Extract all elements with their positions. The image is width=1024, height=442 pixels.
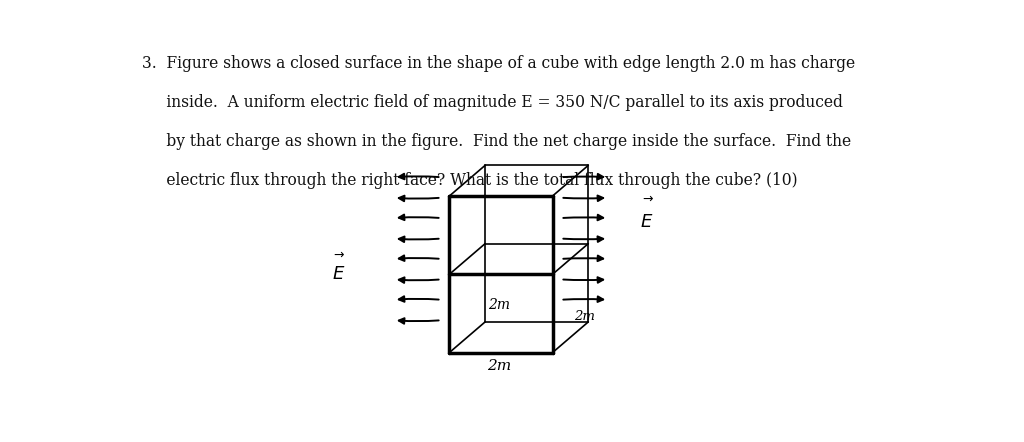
Text: 2m: 2m <box>574 310 595 323</box>
Text: $E$: $E$ <box>640 213 653 231</box>
Text: by that charge as shown in the figure.  Find the net charge inside the surface. : by that charge as shown in the figure. F… <box>142 133 851 150</box>
FancyArrowPatch shape <box>563 236 603 242</box>
FancyArrowPatch shape <box>563 215 603 220</box>
Text: inside.  A uniform electric field of magnitude E = 350 N/C parallel to its axis : inside. A uniform electric field of magn… <box>142 94 843 111</box>
FancyArrowPatch shape <box>398 196 438 201</box>
Text: $\rightarrow$: $\rightarrow$ <box>640 191 654 205</box>
FancyArrowPatch shape <box>398 296 438 302</box>
FancyArrowPatch shape <box>398 174 438 179</box>
FancyArrowPatch shape <box>563 174 603 179</box>
FancyArrowPatch shape <box>563 255 603 261</box>
FancyArrowPatch shape <box>398 318 438 324</box>
Text: electric flux through the right face? What is the total flux through the cube? (: electric flux through the right face? Wh… <box>142 172 798 189</box>
FancyArrowPatch shape <box>398 214 438 220</box>
FancyArrowPatch shape <box>563 277 603 283</box>
Text: 2m: 2m <box>488 298 510 312</box>
Text: $\rightarrow$: $\rightarrow$ <box>331 248 345 261</box>
FancyArrowPatch shape <box>398 255 438 261</box>
Text: 3.  Figure shows a closed surface in the shape of a cube with edge length 2.0 m : 3. Figure shows a closed surface in the … <box>142 55 855 72</box>
FancyArrowPatch shape <box>398 277 438 283</box>
FancyArrowPatch shape <box>563 297 603 302</box>
FancyArrowPatch shape <box>398 236 438 242</box>
FancyArrowPatch shape <box>563 195 603 201</box>
Text: $E$: $E$ <box>332 265 345 283</box>
Text: 2m: 2m <box>487 359 512 373</box>
